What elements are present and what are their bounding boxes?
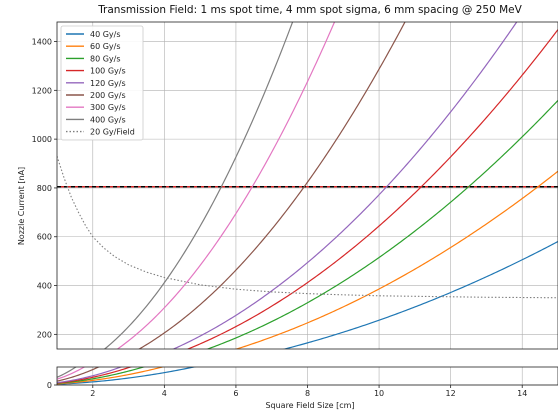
series-line-8 [57, 156, 558, 299]
series-line-lower-1 [57, 367, 165, 385]
series-line-3 [186, 29, 558, 349]
y-tick-label: 800 [37, 184, 52, 193]
x-tick-label: 10 [374, 389, 384, 398]
legend-label: 40 Gy/s [90, 30, 121, 39]
x-axis-ticks: 2 4 6 8 10 12 14 [90, 385, 527, 398]
x-tick-label: 14 [517, 389, 527, 398]
legend-label: 400 Gy/s [90, 115, 126, 124]
series-line-5 [138, 22, 406, 349]
y-axis-label: Nozzle Current [nA] [17, 167, 26, 245]
series-plot-lower [57, 367, 197, 385]
chart-title: Transmission Field: 1 ms spot time, 4 mm… [97, 4, 522, 16]
series-line-lower-2 [57, 367, 146, 385]
x-tick-label: 6 [233, 389, 238, 398]
x-tick-label: 2 [90, 389, 95, 398]
x-tick-label: 8 [305, 389, 310, 398]
legend-label: 20 Gy/Field [90, 128, 135, 137]
series-line-0 [282, 240, 558, 349]
series-line-lower-5 [57, 367, 100, 382]
y-tick-label: 600 [37, 233, 52, 242]
y-tick-label: 0 [47, 381, 52, 390]
series-plot-upper [57, 22, 558, 349]
series-line-lower-6 [57, 367, 86, 380]
series-line-lower-4 [57, 367, 123, 384]
x-axis-label: Square Field Size [cm] [265, 401, 354, 410]
series-line-7 [103, 22, 294, 349]
y-tick-label: 400 [37, 282, 52, 291]
series-line-1 [234, 170, 558, 349]
series-line-2 [206, 99, 558, 349]
y-tick-label: 1200 [32, 86, 52, 95]
legend-label: 300 Gy/s [90, 103, 126, 112]
legend-label: 120 Gy/s [90, 79, 126, 88]
series-line-lower-7 [57, 367, 77, 378]
series-line-6 [116, 22, 336, 349]
legend-label: 60 Gy/s [90, 42, 121, 51]
legend-label: 80 Gy/s [90, 54, 121, 63]
legend-label: 100 Gy/s [90, 67, 126, 76]
y-tick-label: 1400 [32, 38, 52, 47]
x-tick-label: 12 [446, 389, 456, 398]
y-tick-label: 1000 [32, 135, 52, 144]
legend-label: 200 Gy/s [90, 91, 126, 100]
series-line-4 [172, 22, 518, 349]
x-tick-label: 4 [162, 389, 167, 398]
legend: 40 Gy/s 60 Gy/s 80 Gy/s 100 Gy/s 120 Gy/s 200… [60, 25, 144, 141]
series-line-lower-3 [57, 367, 133, 384]
y-tick-label: 200 [37, 330, 52, 339]
legend-box [60, 25, 144, 141]
y-axis-ticks: 0 200 400 600 800 1000 1200 1400 [32, 38, 57, 390]
plot-frame-upper [56, 21, 558, 350]
